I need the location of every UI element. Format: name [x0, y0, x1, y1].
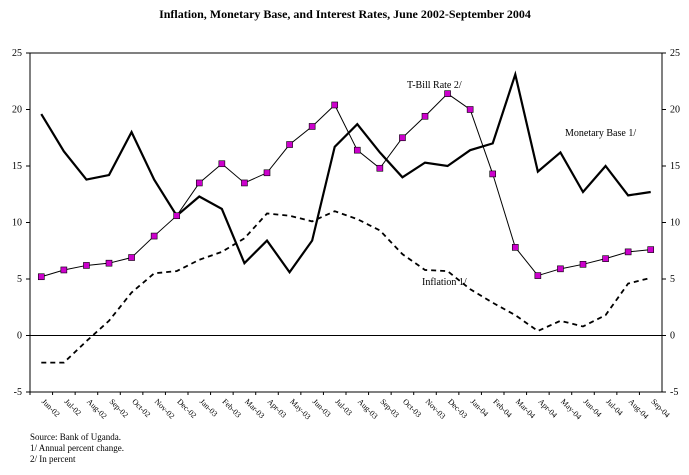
marker	[105, 259, 113, 267]
x-tick-label: Aug-03	[356, 397, 380, 421]
marker	[128, 254, 135, 261]
x-tick-label: Sep-02	[108, 397, 130, 419]
marker	[263, 169, 271, 177]
marker	[624, 248, 632, 256]
marker	[534, 272, 542, 279]
x-tick-label: Dec-03	[446, 397, 469, 420]
x-tick-label: Jun-04	[582, 397, 604, 419]
y2-tick-label: 15	[670, 161, 680, 172]
x-tick-label: Aug-02	[85, 397, 109, 421]
x-tick-label: Oct-02	[130, 397, 152, 419]
y2-tick-label: 25	[670, 48, 680, 59]
series-line	[41, 210, 651, 364]
marker	[308, 123, 316, 130]
y2-tick-label: 20	[670, 105, 680, 116]
x-tick-label: May-03	[288, 397, 312, 421]
marker	[83, 262, 90, 269]
x-tick-label: Nov-02	[153, 397, 177, 421]
footnote: 1/ Annual percent change.	[30, 443, 124, 453]
x-tick-label: Jul-03	[333, 397, 354, 418]
series-label: Inflation 1/	[422, 277, 467, 288]
marker	[60, 266, 68, 274]
x-tick-label: Apr-04	[536, 397, 559, 420]
x-tick-label: Feb-03	[220, 397, 242, 419]
x-tick-label: Sep-04	[649, 397, 671, 419]
series-line	[40, 70, 651, 275]
y-tick-label: 20	[12, 105, 22, 116]
x-tick-label: Nov-03	[424, 397, 448, 421]
marker	[195, 179, 203, 187]
x-tick-label: Jan-04	[469, 397, 490, 418]
marker	[376, 164, 384, 172]
chart-title: Inflation, Monetary Base, and Interest R…	[159, 7, 531, 21]
marker	[218, 160, 226, 168]
y2-tick-label: 5	[670, 274, 675, 285]
x-tick-label: Jun-02	[40, 397, 62, 419]
footnote: 2/ In percent	[30, 454, 76, 464]
marker	[466, 106, 474, 113]
marker	[647, 246, 655, 253]
marker	[511, 244, 519, 251]
marker	[444, 90, 451, 97]
x-tick-label: Feb-04	[491, 397, 513, 419]
y-tick-label: 15	[12, 161, 22, 172]
x-tick-label: Jul-04	[604, 397, 625, 418]
y2-tick-label: 0	[670, 331, 675, 342]
marker	[602, 255, 609, 262]
marker	[286, 141, 293, 148]
x-tick-label: Sep-03	[378, 397, 400, 419]
marker	[173, 212, 181, 220]
marker	[353, 146, 361, 154]
x-tick-label: Mar-04	[514, 397, 537, 420]
x-tick-label: Aug-04	[627, 397, 651, 421]
marker	[241, 179, 248, 187]
marker	[37, 273, 45, 281]
y-tick-label: 0	[17, 331, 22, 342]
marker	[331, 101, 339, 109]
x-tick-label: Apr-03	[266, 397, 289, 420]
series-line	[41, 93, 651, 278]
series-label: T-Bill Rate 2/	[407, 80, 462, 91]
footnote: Source: Bank of Uganda.	[30, 432, 121, 442]
x-tick-label: Oct-03	[401, 397, 423, 419]
marker	[399, 134, 406, 142]
x-tick-label: Jan-03	[198, 397, 219, 418]
x-tick-label: Jun-03	[311, 397, 333, 419]
series-label: Monetary Base 1/	[565, 128, 636, 139]
x-tick-label: Jul-02	[62, 397, 83, 418]
marker	[150, 232, 158, 240]
y-tick-label: -5	[14, 387, 22, 398]
marker	[579, 261, 587, 268]
y-tick-label: 5	[17, 274, 22, 285]
y2-tick-label: -5	[670, 387, 678, 398]
y-tick-label: 10	[12, 218, 22, 229]
x-tick-label: Mar-03	[243, 397, 266, 420]
plot-frame	[29, 52, 663, 393]
marker	[557, 265, 564, 273]
marker	[489, 170, 497, 178]
y-tick-label: 25	[12, 48, 22, 59]
x-tick-label: Dec-02	[175, 397, 198, 420]
marker	[421, 112, 429, 120]
x-tick-label: May-04	[559, 397, 583, 421]
y2-tick-label: 10	[670, 218, 680, 229]
